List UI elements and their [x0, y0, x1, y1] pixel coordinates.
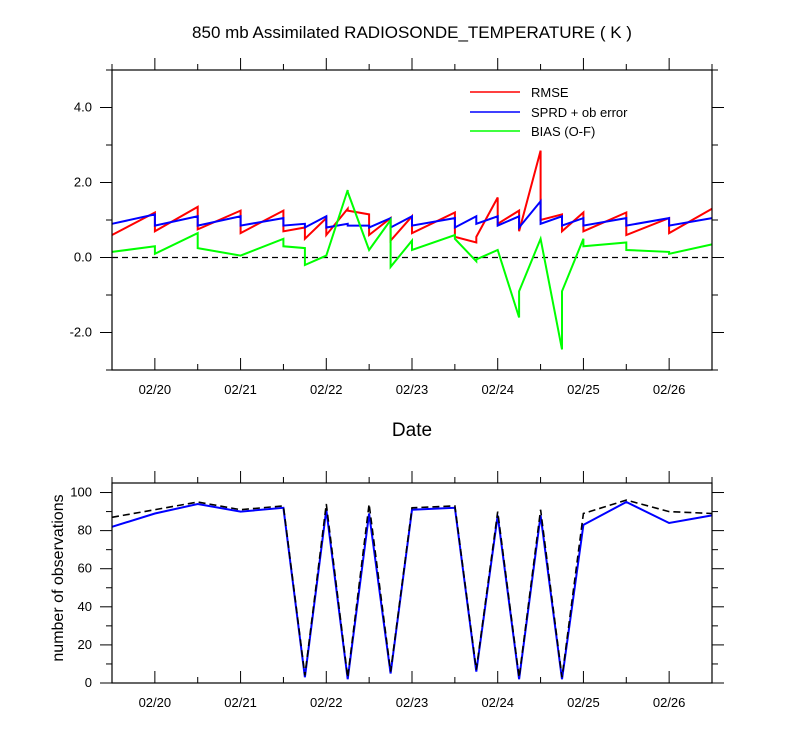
legend-label-sprd: SPRD + ob error	[531, 105, 628, 120]
bottom-x-tick-label-02-26: 02/26	[653, 695, 686, 710]
top-x-tick-label-02-23: 02/23	[396, 382, 429, 397]
top-x-tick-label-02-25: 02/25	[567, 382, 600, 397]
bottom-y-tick-label-60: 60	[78, 561, 92, 576]
top-y-ticks: -2.0 0.0 2.0 4.0	[70, 69, 724, 371]
top-x-tick-label-02-22: 02/22	[310, 382, 343, 397]
bottom-y-tick-label-0: 0	[85, 675, 92, 690]
bottom-panel: 02/20 02/21 02/22 02/23 02/24 02/25 02/26 0 20 4…	[50, 471, 724, 710]
bottom-x-tick-label-02-21: 02/21	[224, 695, 257, 710]
series-line-assimilated	[111, 500, 713, 680]
bottom-x-tick-label-02-24: 02/24	[481, 695, 514, 710]
chart-title: 850 mb Assimilated RADIOSONDE_TEMPERATUR…	[192, 23, 632, 42]
bottom-x-ticks: 02/20 02/21 02/22 02/23 02/24 02/25 02/26	[111, 471, 713, 710]
top-x-tick-label-02-24: 02/24	[481, 382, 514, 397]
legend: RMSE SPRD + ob error BIAS (O-F)	[470, 85, 628, 139]
bottom-y-ticks: 0 20 40 60 80 100	[70, 485, 724, 690]
bottom-y-tick-label-20: 20	[78, 637, 92, 652]
series-line-sprd-ob-error	[111, 198, 713, 231]
legend-label-bias: BIAS (O-F)	[531, 124, 595, 139]
bottom-series-group	[111, 499, 713, 680]
legend-label-rmse: RMSE	[531, 85, 569, 100]
top-x-ticks: 02/20 02/21 02/22 02/23 02/24 02/25 02/26	[111, 58, 713, 397]
top-x-tick-label-02-20: 02/20	[139, 382, 172, 397]
top-panel: 850 mb Assimilated RADIOSONDE_TEMPERATUR…	[70, 23, 724, 441]
top-y-tick-label-4-0: 4.0	[74, 100, 92, 115]
bottom-x-tick-label-02-22: 02/22	[310, 695, 343, 710]
bottom-y-tick-label-100: 100	[70, 485, 92, 500]
series-line-bias-o-f	[111, 189, 713, 350]
series-line-rmse	[111, 150, 713, 244]
top-x-tick-label-02-21: 02/21	[224, 382, 257, 397]
bottom-y-tick-label-80: 80	[78, 523, 92, 538]
top-y-tick-label-2-0: 2.0	[74, 175, 92, 190]
bottom-x-tick-label-02-25: 02/25	[567, 695, 600, 710]
top-y-tick-label-0-0: 0.0	[74, 250, 92, 265]
top-x-tick-label-02-26: 02/26	[653, 382, 686, 397]
series-line-possible	[111, 499, 713, 678]
top-y-tick-label-2-0: -2.0	[70, 325, 92, 340]
y-axis-title-observations: number of observations	[50, 494, 67, 661]
top-series-group	[111, 150, 713, 350]
bottom-x-tick-label-02-23: 02/23	[396, 695, 429, 710]
bottom-x-tick-label-02-20: 02/20	[139, 695, 172, 710]
x-axis-title: Date	[392, 420, 432, 441]
bottom-y-tick-label-40: 40	[78, 599, 92, 614]
